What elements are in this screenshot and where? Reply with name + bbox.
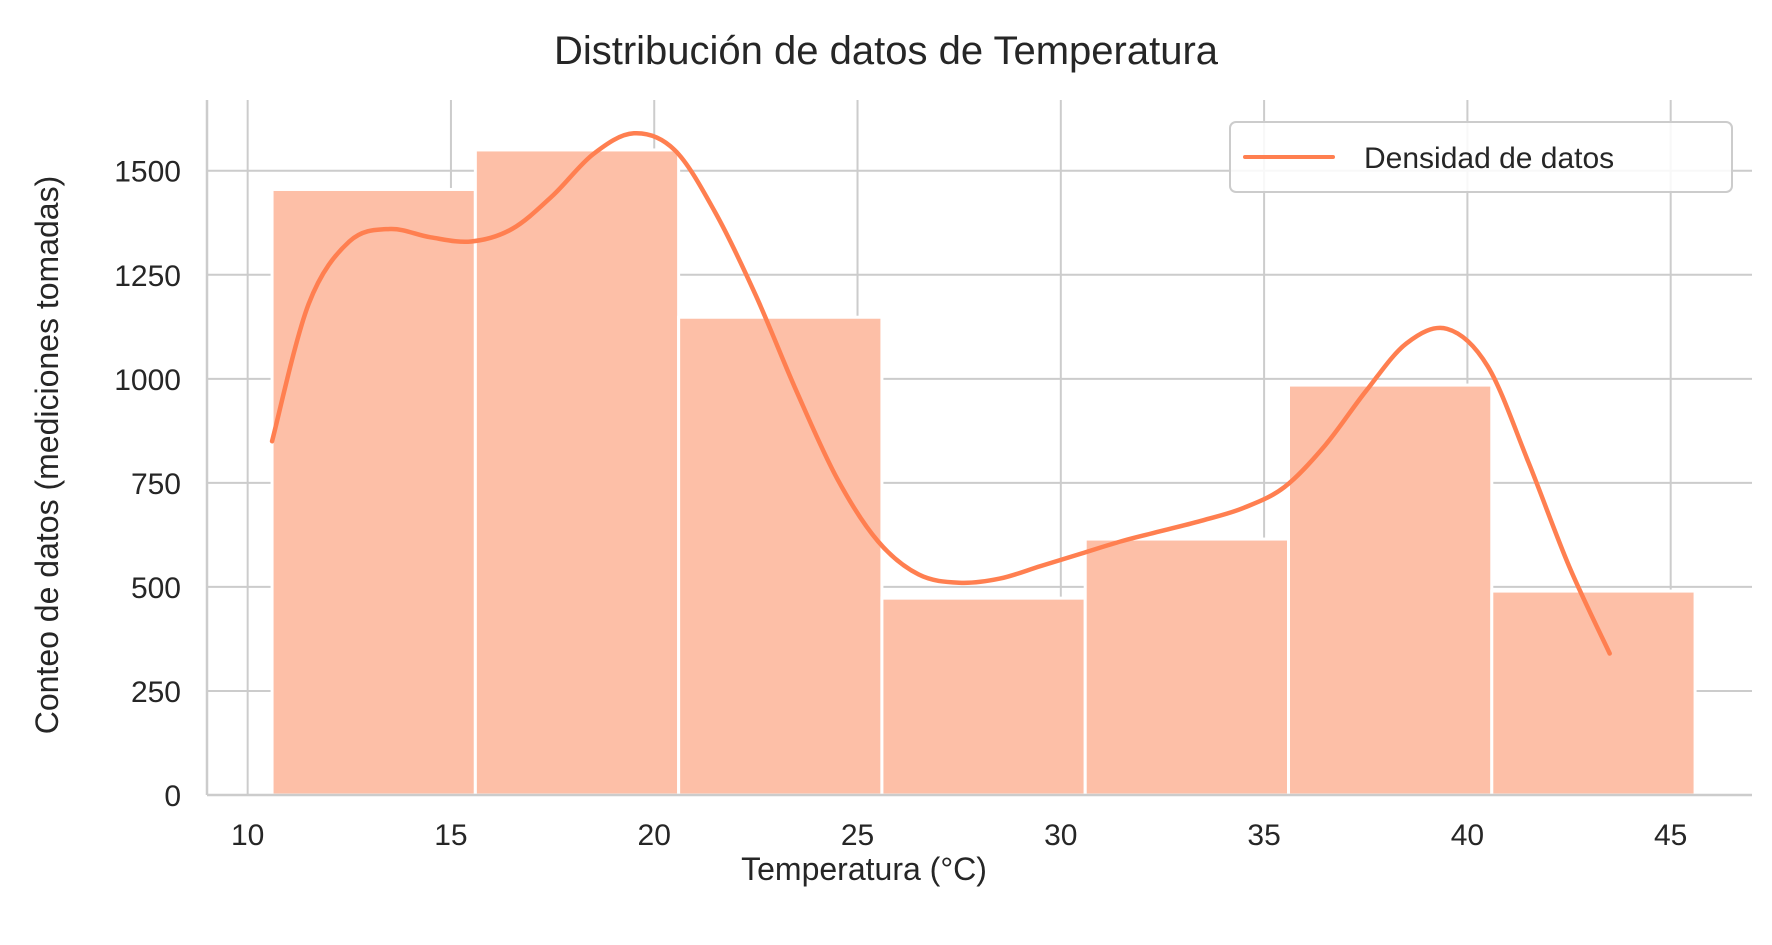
histogram-bars (270, 148, 1697, 797)
x-tick-label-6: 40 (1451, 819, 1484, 852)
y-tick-label-5: 1250 (114, 260, 181, 293)
y-axis-label: Conteo de datos (mediciones tomadas) (29, 176, 65, 735)
x-tick-label-7: 45 (1654, 819, 1687, 852)
histogram-bar-1 (473, 148, 681, 797)
legend-label: Densidad de datos (1364, 142, 1614, 175)
histogram-bar-0 (270, 187, 477, 797)
histogram-bar-2 (677, 315, 884, 797)
x-axis-label: Temperatura (°C) (741, 851, 987, 887)
chart-title: Distribución de datos de Temperatura (554, 29, 1219, 73)
x-tick-label-5: 35 (1247, 819, 1280, 852)
x-axis-ticks: 10 15 20 25 30 35 40 45 (231, 819, 1687, 852)
legend-box (1229, 121, 1733, 193)
x-tick-label-3: 25 (841, 819, 874, 852)
density-line-layer (269, 131, 1612, 656)
x-tick-label-2: 20 (638, 819, 671, 852)
y-tick-label-4: 1000 (114, 364, 181, 397)
axes-spines (205, 100, 1752, 797)
y-tick-label-3: 750 (131, 468, 181, 501)
y-tick-label-0: 0 (164, 780, 181, 813)
density-line (269, 131, 1612, 656)
histogram-bar-6 (1490, 589, 1697, 797)
x-tick-label-0: 10 (231, 819, 264, 852)
x-tick-label-1: 15 (434, 819, 467, 852)
y-axis-ticks: 0 250 500 750 1000 1250 1500 (114, 156, 181, 813)
x-tick-label-4: 30 (1044, 819, 1077, 852)
y-tick-label-1: 250 (131, 676, 181, 709)
legend: Densidad de datos (1229, 121, 1733, 193)
histogram-bar-3 (880, 596, 1087, 797)
histogram-bar-5 (1287, 383, 1494, 797)
histogram-bar-4 (1083, 537, 1291, 797)
y-tick-label-6: 1500 (114, 156, 181, 189)
y-tick-label-2: 500 (131, 572, 181, 605)
